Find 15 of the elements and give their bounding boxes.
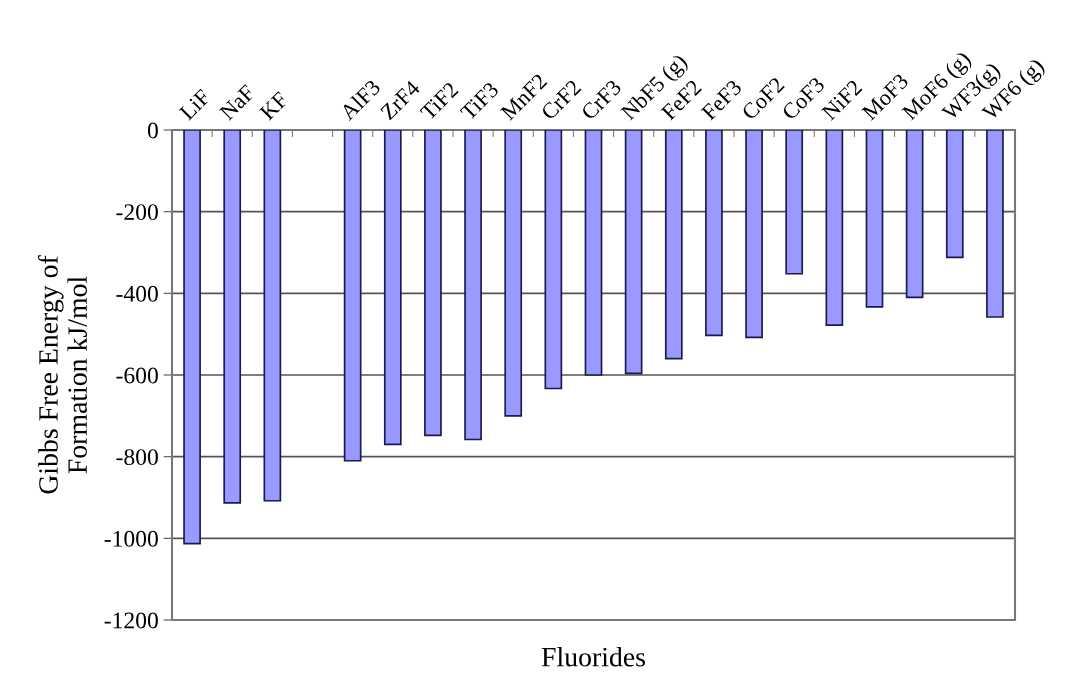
y-tick-label: -1200 (104, 612, 158, 629)
y-tick-label: -1000 (104, 530, 158, 547)
y-tick-label: -600 (116, 367, 158, 384)
x-tick-label: TiF2 (419, 81, 459, 121)
y-tick-label: -200 (116, 204, 158, 221)
x-tick-label: LiF (178, 88, 211, 121)
y-tick-label: 0 (147, 122, 158, 139)
x-tick-label: NaF (219, 84, 256, 121)
x-tick-label: CrF3 (580, 79, 622, 121)
y-tick-label: -800 (116, 449, 158, 466)
y-tick-label: -400 (116, 285, 158, 302)
x-axis-title: Fluorides (541, 646, 645, 667)
x-tick-label: KF (259, 91, 289, 121)
x-tick-label: TiF3 (459, 81, 500, 121)
y-axis-title: Gibbs Free Energy of Formation kJ/mol (38, 255, 87, 494)
